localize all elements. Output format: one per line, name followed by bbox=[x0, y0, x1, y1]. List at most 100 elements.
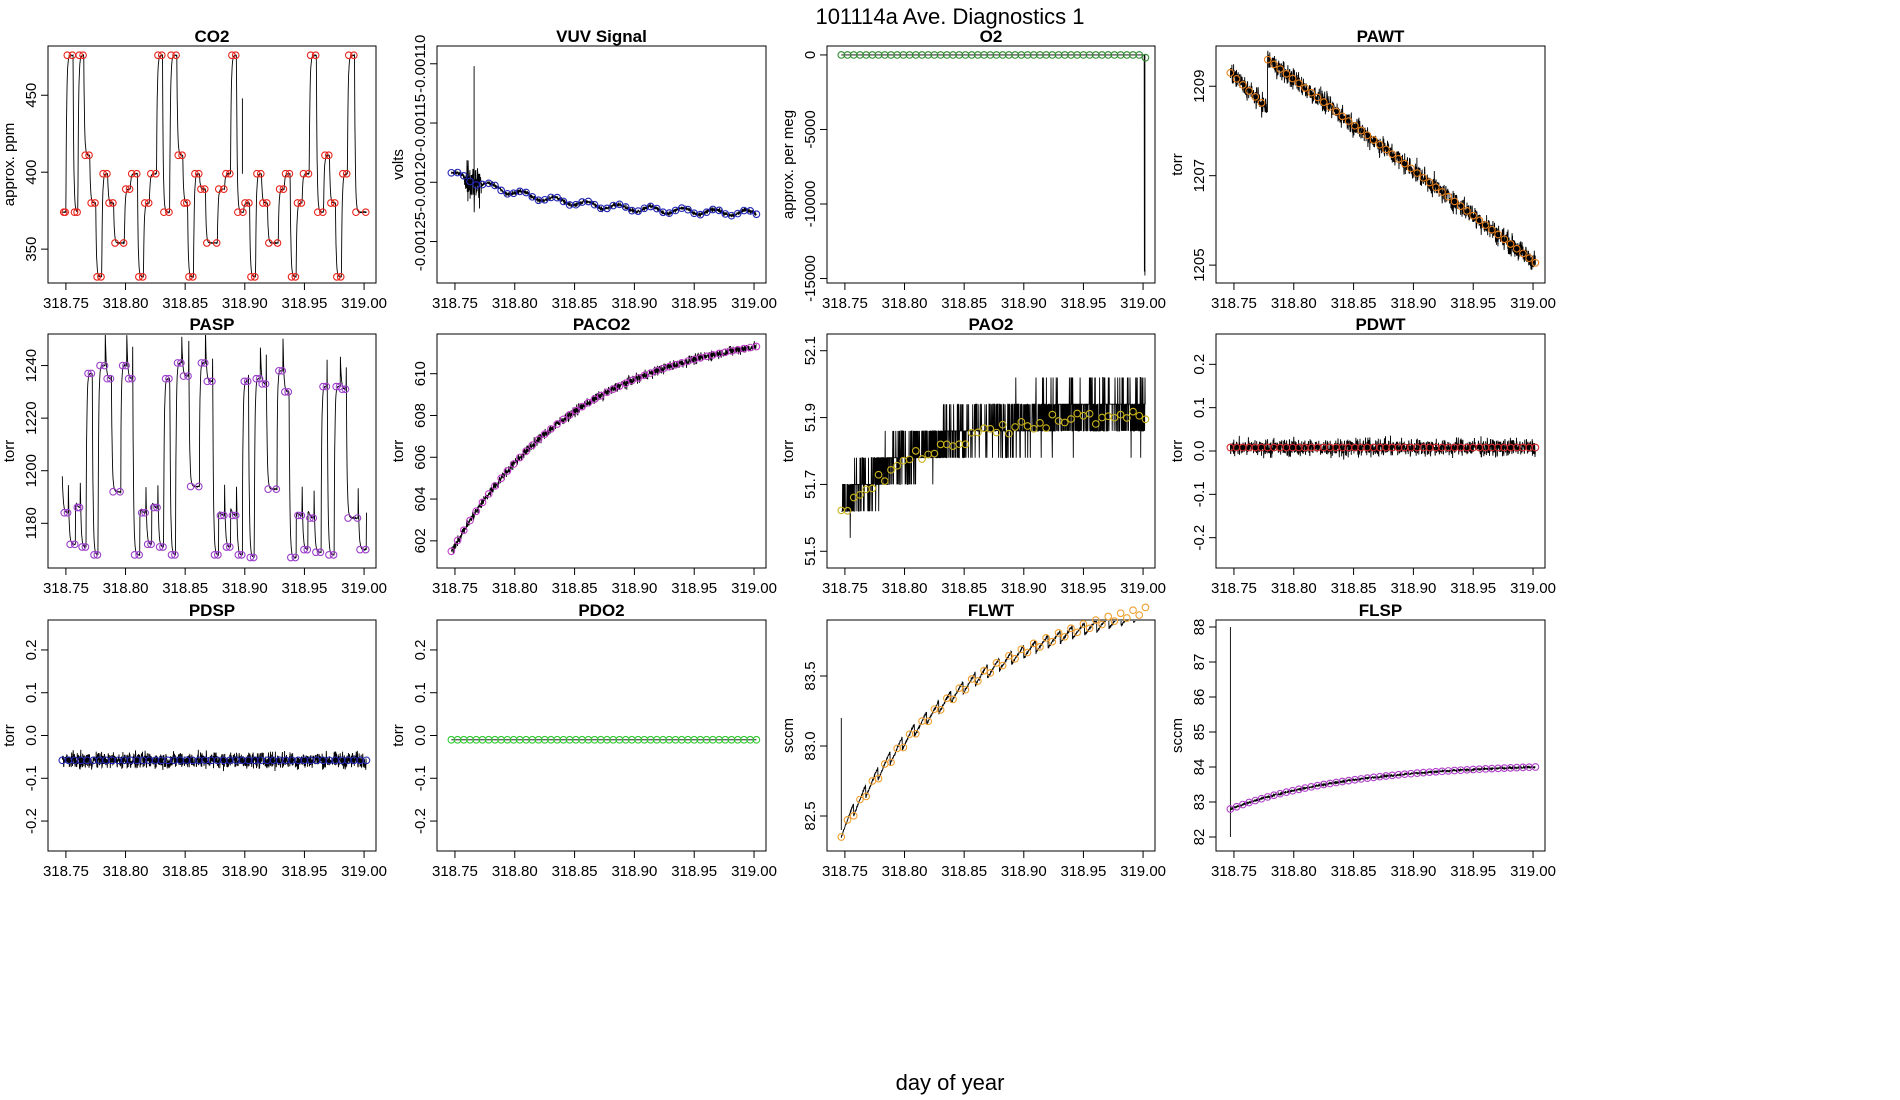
plot-frame bbox=[826, 619, 1156, 852]
average-marker bbox=[887, 758, 895, 767]
x-tick-label: 318.75 bbox=[1211, 580, 1257, 597]
x-tick-label: 318.85 bbox=[162, 863, 208, 880]
panel-pdsp: PDSP torr 318.75 318.80 318.85 318.90 318.95 31… bbox=[1, 601, 387, 880]
average-marker bbox=[285, 169, 294, 178]
average-marker bbox=[275, 366, 283, 375]
average-marker bbox=[312, 548, 320, 557]
average-marker bbox=[109, 199, 117, 207]
x-tick-label: 318.85 bbox=[941, 580, 987, 597]
average-marker bbox=[924, 717, 933, 726]
x-tick-label: 318.90 bbox=[1390, 580, 1436, 597]
panel-co2: CO2 approx. ppm 318.75 318.80 318.85 318.90 31… bbox=[1, 27, 387, 312]
average-marker bbox=[1017, 417, 1026, 426]
average-marker bbox=[99, 169, 107, 178]
average-marker bbox=[256, 169, 265, 178]
average-marker bbox=[96, 361, 104, 370]
average-marker bbox=[200, 185, 209, 193]
average-marker bbox=[208, 377, 216, 386]
y-tick-label: -0.00125 bbox=[412, 212, 429, 271]
average-marker bbox=[79, 51, 87, 60]
average-marker bbox=[222, 543, 231, 551]
y-tick-label: -0.2 bbox=[412, 808, 429, 834]
average-marker bbox=[1135, 411, 1144, 420]
average-marker bbox=[1116, 609, 1125, 618]
average-marker bbox=[1344, 117, 1353, 125]
average-marker bbox=[961, 685, 970, 694]
average-marker bbox=[856, 491, 864, 499]
average-marker bbox=[297, 511, 306, 520]
x-tick-label: 318.90 bbox=[611, 863, 657, 880]
average-marker bbox=[733, 209, 742, 218]
average-marker bbox=[246, 553, 255, 562]
panel-pasp: PASP torr 318.75 318.80 318.85 318.90 318.95 31… bbox=[1, 315, 387, 597]
x-tick-label: 318.80 bbox=[882, 863, 928, 880]
average-marker bbox=[503, 467, 512, 475]
average-marker bbox=[522, 188, 530, 197]
average-marker bbox=[261, 380, 270, 388]
average-marker bbox=[228, 51, 236, 60]
average-marker bbox=[1319, 98, 1328, 107]
average-marker bbox=[1226, 68, 1235, 77]
average-marker bbox=[333, 272, 341, 281]
average-marker bbox=[361, 545, 370, 554]
average-marker bbox=[349, 51, 358, 60]
y-tick-label: 1209 bbox=[1191, 70, 1208, 103]
average-marker bbox=[1116, 410, 1125, 419]
average-marker bbox=[1036, 643, 1044, 651]
average-marker bbox=[1232, 74, 1241, 83]
y-tick-label: 608 bbox=[412, 403, 429, 428]
average-marker bbox=[336, 272, 345, 281]
y-axis-label: torr bbox=[1, 440, 18, 463]
average-marker bbox=[1388, 150, 1397, 159]
average-marker bbox=[182, 199, 191, 207]
average-marker bbox=[1431, 183, 1440, 192]
average-marker bbox=[497, 474, 506, 483]
average-marker bbox=[1122, 414, 1131, 422]
average-marker bbox=[239, 208, 247, 217]
average-marker bbox=[752, 735, 761, 744]
average-marker bbox=[918, 455, 926, 463]
y-axis-label: torr bbox=[1, 724, 18, 747]
y-tick-label: 1207 bbox=[1191, 159, 1208, 192]
average-marker bbox=[213, 551, 222, 559]
average-marker bbox=[138, 272, 147, 281]
panel-pawt: PAWT torr 318.75 318.80 318.85 318.90 318.95 31… bbox=[1169, 27, 1556, 312]
average-marker bbox=[281, 387, 289, 396]
x-tick-label: 319.00 bbox=[341, 580, 387, 597]
average-marker bbox=[1048, 637, 1057, 646]
average-marker bbox=[572, 200, 580, 209]
average-marker bbox=[1129, 407, 1137, 416]
average-marker bbox=[356, 545, 364, 554]
average-marker bbox=[78, 543, 86, 551]
average-marker bbox=[1463, 207, 1471, 215]
average-marker bbox=[81, 151, 90, 160]
panel-title: FLWT bbox=[968, 601, 1015, 620]
average-marker bbox=[992, 659, 1001, 667]
x-tick-label: 318.95 bbox=[1060, 863, 1106, 880]
average-marker bbox=[212, 239, 221, 247]
x-tick-label: 318.75 bbox=[822, 580, 868, 597]
average-marker bbox=[237, 551, 246, 559]
average-marker bbox=[306, 514, 314, 522]
average-marker bbox=[322, 382, 331, 391]
average-marker bbox=[61, 208, 70, 217]
average-marker bbox=[553, 420, 562, 428]
average-marker bbox=[1375, 140, 1384, 149]
average-marker bbox=[1276, 65, 1285, 73]
average-marker bbox=[344, 514, 352, 522]
average-marker bbox=[1475, 216, 1484, 225]
average-marker bbox=[203, 377, 212, 386]
y-tick-label: 0 bbox=[802, 51, 819, 59]
average-marker bbox=[1067, 624, 1075, 633]
average-marker bbox=[135, 272, 143, 281]
average-marker bbox=[153, 503, 161, 512]
average-marker bbox=[868, 484, 877, 493]
average-marker bbox=[874, 774, 883, 783]
average-marker bbox=[603, 204, 611, 213]
x-tick-label: 318.75 bbox=[43, 863, 89, 880]
x-tick-label: 319.00 bbox=[1120, 295, 1166, 312]
average-marker bbox=[100, 361, 109, 370]
average-marker bbox=[275, 185, 284, 193]
y-axis-label: torr bbox=[390, 724, 407, 747]
average-marker bbox=[491, 181, 499, 190]
